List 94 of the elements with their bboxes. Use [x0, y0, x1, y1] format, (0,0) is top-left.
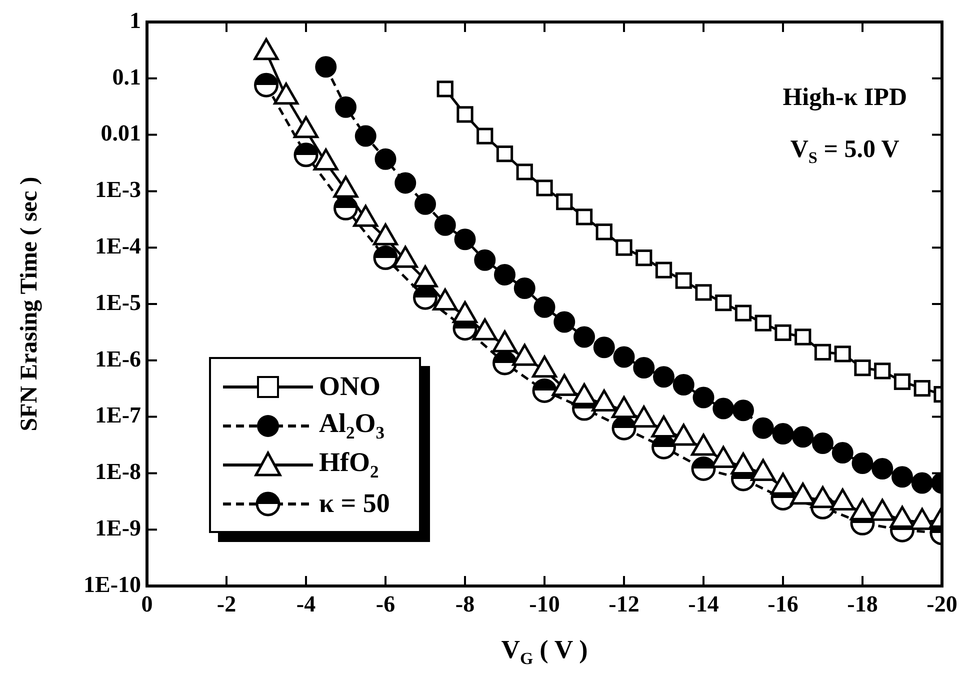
y-tick-label: 1E-10	[84, 572, 141, 597]
point	[335, 96, 356, 118]
y-tick-label: 1E-7	[95, 402, 141, 428]
y-tick-label: 0.01	[100, 120, 141, 146]
point	[695, 284, 712, 301]
point	[456, 106, 474, 123]
point	[414, 193, 436, 215]
point	[794, 328, 812, 346]
point	[374, 148, 396, 170]
point	[691, 456, 716, 481]
point	[492, 350, 517, 376]
point	[772, 423, 794, 445]
point	[554, 311, 576, 333]
x-tick-label: -10	[529, 592, 560, 617]
point	[852, 452, 874, 474]
point	[556, 193, 573, 210]
y-tick-label: 1E-9	[95, 516, 141, 541]
legend-label: Al$_{2}$O$_{3}$	[319, 408, 385, 444]
point	[832, 442, 854, 464]
point	[814, 344, 832, 360]
point	[774, 324, 792, 342]
x-axis-title: V$_{G}$ ( V )	[500, 635, 589, 670]
point	[914, 380, 930, 397]
point	[474, 249, 496, 271]
annotation: High-κ IPD	[782, 83, 907, 113]
point	[613, 346, 635, 368]
point	[514, 278, 536, 300]
point	[436, 80, 454, 98]
point	[516, 164, 533, 180]
point	[476, 128, 494, 144]
x-tick-label: -16	[768, 592, 798, 617]
point	[434, 214, 456, 236]
point	[754, 314, 772, 332]
y-tick-label: 0.1	[112, 64, 141, 90]
point	[653, 366, 674, 388]
point	[712, 398, 734, 420]
point	[792, 426, 814, 448]
point	[715, 294, 732, 312]
x-tick-label: -14	[688, 592, 720, 617]
point	[454, 228, 476, 250]
point	[911, 472, 933, 494]
x-tick-label: -2	[216, 592, 236, 617]
point	[892, 466, 913, 488]
point	[732, 400, 754, 422]
y-tick-label: 1E-5	[95, 290, 141, 315]
point	[334, 196, 358, 220]
x-tick-label: -20	[926, 592, 958, 617]
y-tick-label: 1	[130, 8, 141, 33]
point	[834, 346, 851, 362]
point	[633, 357, 655, 379]
point	[655, 262, 672, 278]
x-tick-label: -18	[847, 592, 878, 617]
point	[315, 56, 337, 78]
point	[874, 362, 891, 380]
point	[496, 146, 514, 162]
legend-label: ONO	[319, 371, 381, 402]
point	[854, 359, 871, 376]
point	[894, 373, 911, 390]
x-tick-label: -12	[608, 592, 640, 617]
x-tick-label: 0	[141, 592, 153, 617]
point	[534, 296, 556, 318]
point	[576, 208, 593, 226]
point	[636, 249, 652, 266]
annotation: V$_{S}$ = 5.0 V	[789, 135, 900, 169]
point	[675, 272, 692, 289]
point	[532, 378, 557, 403]
y-tick-label: 1E-3	[95, 177, 141, 202]
point	[354, 125, 376, 147]
legend-label: κ = 50	[319, 488, 390, 519]
point	[692, 386, 714, 408]
point	[872, 458, 894, 480]
point	[254, 72, 278, 98]
point	[494, 264, 516, 286]
point	[294, 142, 318, 168]
y-tick-label: 1E-8	[95, 459, 141, 484]
x-tick-label: -8	[455, 592, 475, 617]
y-tick-label: 1E-4	[95, 234, 142, 259]
point	[734, 304, 752, 322]
legend-label: HfO$_{2}$	[319, 446, 379, 482]
point	[536, 180, 553, 196]
y-axis-title: SFN Erasing Time ( sec )	[16, 176, 44, 432]
point	[596, 224, 612, 240]
point	[752, 417, 774, 439]
point	[672, 374, 694, 396]
y-tick-label: 1E-6	[95, 346, 141, 372]
point	[394, 172, 416, 194]
point	[812, 432, 834, 454]
x-tick-label: -4	[296, 592, 316, 617]
point	[413, 285, 438, 310]
point	[593, 336, 615, 358]
point	[616, 239, 632, 256]
point	[373, 246, 398, 270]
x-tick-label: -6	[376, 592, 396, 617]
point	[574, 326, 595, 348]
